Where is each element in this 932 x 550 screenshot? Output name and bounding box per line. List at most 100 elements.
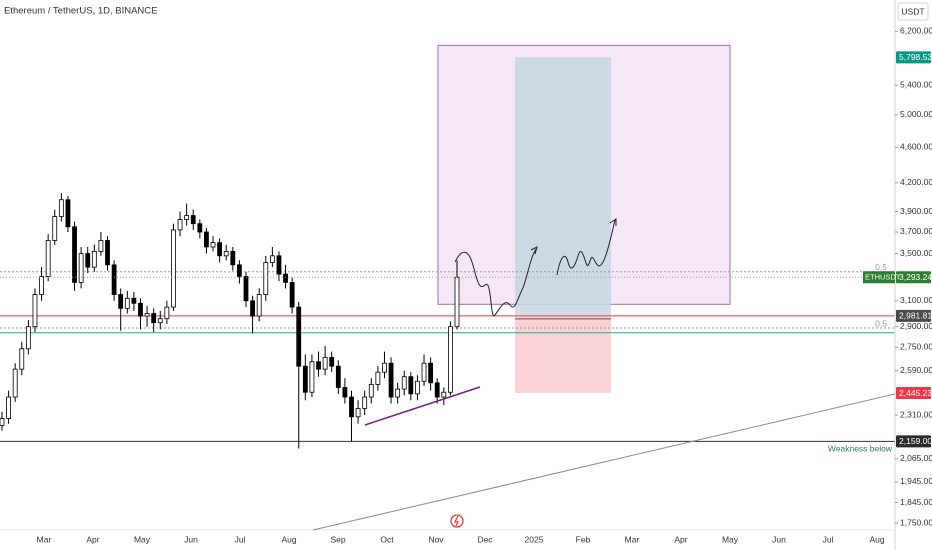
y-tick-label: 2,310.00 <box>900 409 932 419</box>
candle-body <box>454 276 460 328</box>
level-label: 0.5 <box>875 262 887 272</box>
candle-body <box>105 240 110 266</box>
y-tick-label: 3,900.00 <box>900 206 932 216</box>
y-tick-label: 5,000.00 <box>900 109 932 119</box>
y-tick-label: 5,400.00 <box>900 79 932 89</box>
candle-body <box>157 318 163 324</box>
candle-body <box>230 250 236 266</box>
x-tick-label: Oct <box>380 534 394 544</box>
x-tick-label: Mar <box>37 534 52 544</box>
candle-body <box>388 362 394 398</box>
projection-curve <box>454 247 538 316</box>
candle-body <box>124 297 130 309</box>
candle-body <box>72 226 77 283</box>
candle-body <box>177 219 183 231</box>
x-tick-label: Jun <box>772 534 786 544</box>
candle-body <box>197 223 203 233</box>
candle-body <box>184 215 190 220</box>
x-tick-label: Jun <box>184 534 198 544</box>
candle-body <box>210 242 216 248</box>
candle-body <box>355 408 361 418</box>
currency-box[interactable] <box>897 2 929 21</box>
candle-body <box>78 253 84 283</box>
candle-body <box>217 242 223 257</box>
x-tick-label: Apr <box>86 534 99 544</box>
candle-body <box>39 276 44 295</box>
price-tag-label: 2,159.00 <box>899 436 932 446</box>
x-tick-label: 2025 <box>525 534 544 544</box>
candle-body <box>138 302 143 317</box>
x-tick-label: Feb <box>576 534 591 544</box>
candle-body <box>131 297 137 304</box>
candle-body <box>19 348 25 370</box>
candle-body <box>342 387 348 398</box>
candle-body <box>111 264 117 295</box>
y-tick-label: 3,500.00 <box>900 248 932 258</box>
candle-body <box>283 273 288 283</box>
event-icon[interactable] <box>450 514 464 528</box>
price-tag-label: 3,293.24 <box>899 272 932 282</box>
x-tick-label: Sep <box>330 534 345 544</box>
event-icon-bolt <box>454 515 459 527</box>
candle-body <box>32 294 38 328</box>
candle-body <box>296 306 302 367</box>
candle-body <box>375 371 381 385</box>
currency-label: USDT <box>901 6 924 16</box>
candle-body <box>85 253 91 268</box>
price-tag <box>896 387 931 400</box>
stop-zone <box>515 315 611 394</box>
y-tick-label: 4,200.00 <box>900 177 932 187</box>
x-tick-label: May <box>722 534 739 544</box>
candle-body <box>401 376 407 390</box>
target-zone <box>515 57 611 316</box>
x-tick-label: Mar <box>625 534 640 544</box>
candle-body <box>171 229 176 308</box>
candle-body <box>0 418 5 426</box>
arrow-head <box>530 246 538 255</box>
candle-body <box>302 365 308 393</box>
candle-body <box>151 313 157 324</box>
candle-body <box>415 380 420 395</box>
candle-body <box>349 396 354 418</box>
candle-body <box>289 282 295 308</box>
candle-body <box>256 294 262 317</box>
candle-body <box>269 255 275 263</box>
chart-title: Ethereum / TetherUS, 1D, BINANCE <box>4 6 157 17</box>
y-tick-label: 1,750.00 <box>900 517 932 527</box>
support-line <box>364 386 481 426</box>
level-note: Weakness below <box>828 444 893 454</box>
candle-body <box>25 326 31 350</box>
candle-body <box>98 240 104 252</box>
price-tag-label: 5,798.53 <box>899 52 932 62</box>
projection-curve <box>556 219 616 276</box>
candle-body <box>368 383 374 398</box>
candle-body <box>421 362 427 382</box>
x-tick-label: Apr <box>674 534 687 544</box>
candle-body <box>408 376 414 395</box>
candle-body <box>322 356 328 370</box>
y-tick-label: 1,845.00 <box>900 497 932 507</box>
candle-body <box>12 368 18 398</box>
y-tick-label: 2,750.00 <box>900 342 932 352</box>
price-tag <box>896 435 931 448</box>
candle-body <box>118 294 124 309</box>
candle-body <box>263 262 269 295</box>
candle-body <box>65 199 71 228</box>
x-tick-label: Dec <box>477 534 493 544</box>
arrow-head <box>609 218 617 226</box>
candle-body <box>6 396 11 419</box>
candle-body <box>441 391 447 398</box>
candle-body <box>190 215 196 225</box>
y-tick-label: 1,945.00 <box>900 476 932 486</box>
candle-body <box>362 396 368 409</box>
candle-body <box>91 250 97 268</box>
candle-body <box>144 313 150 317</box>
candle-body <box>204 231 209 248</box>
candle-body <box>329 356 335 367</box>
candle-body <box>316 361 321 370</box>
y-tick-label: 2,065.00 <box>900 453 932 463</box>
x-tick-label: May <box>134 534 151 544</box>
symbol-label: ETHUSDT <box>865 273 901 282</box>
candle-body <box>52 216 58 241</box>
